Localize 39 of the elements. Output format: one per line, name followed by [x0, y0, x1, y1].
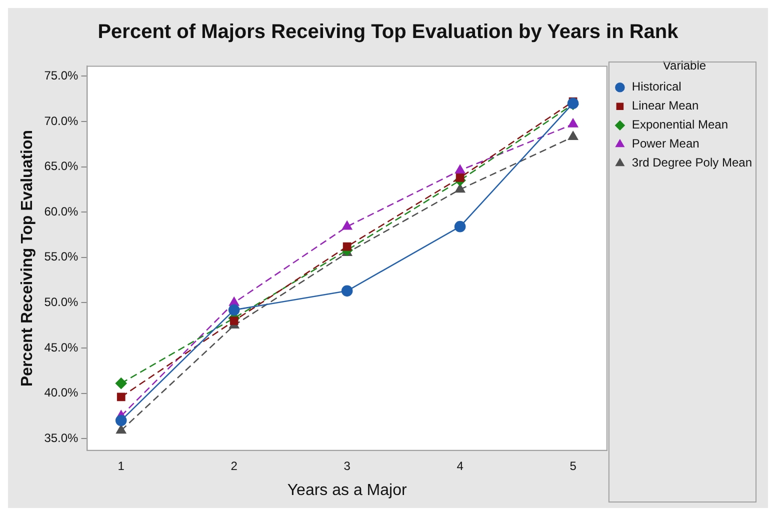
point	[342, 220, 352, 230]
point	[228, 304, 240, 316]
y-tick-label: 55.0%	[44, 250, 79, 264]
point	[568, 118, 578, 128]
legend-label: 3rd Degree Poly Mean	[632, 156, 752, 170]
y-tick-label: 65.0%	[44, 159, 79, 174]
y-tick-label: 75.0%	[44, 68, 79, 82]
legend-label: Exponential Mean	[632, 118, 728, 132]
point	[454, 220, 466, 232]
chart-title: Percent of Majors Receiving Top Evaluation by Years in Rank	[96, 20, 680, 45]
y-axis-title: Percent Receiving Top Evaluation	[19, 130, 36, 387]
y-tick-label: 45.0%	[44, 340, 79, 354]
legend-label: Historical	[632, 80, 682, 94]
y-tick-label: 35.0%	[44, 430, 79, 445]
x-tick-label: 2	[230, 458, 238, 473]
x-axis-title: Years as a Major	[287, 482, 408, 499]
y-tick-label: 50.0%	[44, 295, 79, 310]
legend-title: Variable	[662, 58, 706, 72]
x-tick-label: 1	[118, 458, 125, 473]
point	[115, 378, 127, 389]
y-tick-label: 40.0%	[44, 386, 79, 400]
point	[455, 184, 466, 193]
point	[568, 131, 578, 140]
point	[455, 164, 466, 174]
x-tick-label: 5	[570, 458, 577, 473]
point	[230, 316, 238, 326]
x-tick-label: 3	[344, 458, 351, 473]
point	[342, 242, 352, 251]
legend-label: Power Mean	[632, 136, 700, 151]
point	[115, 414, 127, 426]
point	[116, 392, 126, 402]
point	[116, 424, 126, 434]
x-tick-label: 4	[456, 458, 464, 473]
point	[341, 285, 353, 297]
point	[456, 173, 464, 182]
y-tick-label: 60.0%	[44, 204, 79, 218]
point	[229, 297, 240, 306]
legend-label: Linear Mean	[632, 98, 699, 113]
y-tick-label: 70.0%	[44, 114, 79, 128]
